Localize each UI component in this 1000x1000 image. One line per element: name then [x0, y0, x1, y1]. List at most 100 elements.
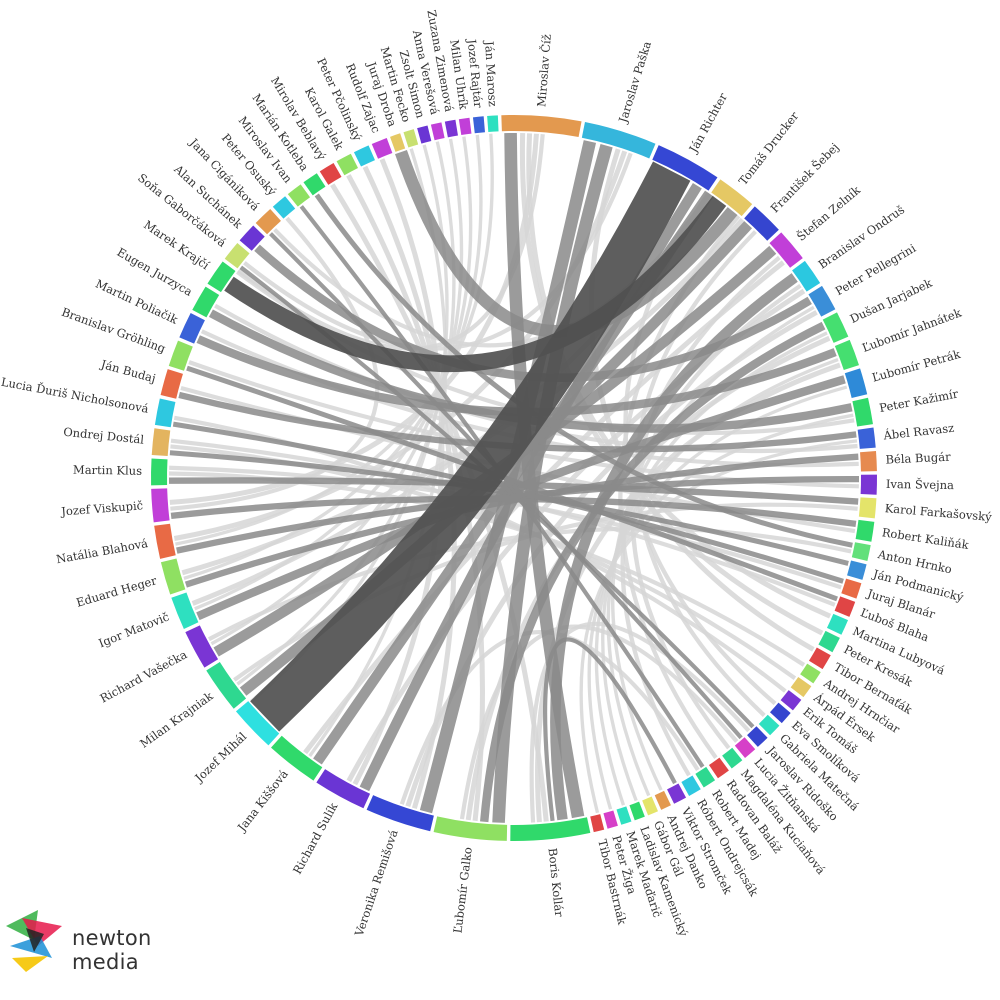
node-arc-gabor-gal[interactable] — [642, 796, 659, 816]
node-arc-jaroslav-ridosko[interactable] — [747, 726, 768, 747]
node-arc-natalia-blahova[interactable] — [154, 523, 176, 559]
node-arc-karol-farkasovsky[interactable] — [858, 497, 877, 519]
node-arc-jozef-rajtar[interactable] — [472, 116, 485, 134]
ribbon-peter-kazimir-peter-ziga[interactable] — [587, 413, 854, 810]
node-arc-peter-kresak[interactable] — [818, 630, 840, 653]
node-arc-martin-klus[interactable] — [151, 458, 168, 486]
node-arc-arpad-ersek[interactable] — [790, 677, 812, 698]
ribbon-viktor-stromcek-boris-kollar[interactable] — [543, 637, 677, 822]
ribbon-anton-hrnko-marian-kotleba[interactable] — [314, 193, 853, 548]
node-arc-martin-fecko[interactable] — [403, 129, 419, 148]
node-arc-stefan-zelnik[interactable] — [769, 232, 803, 268]
node-arc-jozef-mihal[interactable] — [235, 701, 280, 746]
node-arc-erik-tomas[interactable] — [780, 690, 802, 711]
node-arc-lucia-zitnanska[interactable] — [734, 737, 756, 759]
ribbon-lubomir-galko-lucia-zitnanska[interactable] — [459, 624, 739, 820]
node-arc-juraj-droba[interactable] — [390, 133, 406, 152]
node-arc-milan-uhrik[interactable] — [458, 117, 472, 136]
ribbon-veronika-remisova-robert-madej[interactable] — [399, 630, 700, 805]
node-arc-mirolav-beblavy[interactable] — [319, 163, 342, 185]
node-arc-peter-osusky[interactable] — [272, 196, 296, 219]
ribbon-lubos-blaha-branislav-grohling[interactable] — [186, 365, 838, 602]
node-label-boris-kollar: Boris Kollár — [545, 847, 566, 918]
node-arc-marek-krajci[interactable] — [207, 261, 236, 293]
node-arc-tibor-bernatak[interactable] — [808, 647, 831, 670]
node-arc-karol-galek[interactable] — [336, 153, 359, 176]
node-arc-martin-poliacik[interactable] — [179, 313, 205, 344]
node-arc-andrej-hrnciar[interactable] — [800, 663, 821, 684]
node-arc-dusan-jarjabek[interactable] — [822, 312, 849, 343]
node-arc-branislav-ondrus[interactable] — [792, 260, 821, 292]
node-arc-marian-kotleba[interactable] — [303, 173, 326, 196]
ribbon-dusan-jarjabek-lubomir-galko[interactable] — [480, 321, 826, 823]
node-arc-ondrej-dostal[interactable] — [151, 428, 171, 457]
node-arc-marek-madaric[interactable] — [616, 806, 632, 825]
node-arc-lubos-blaha[interactable] — [834, 596, 856, 617]
node-arc-zuzana-zimenova[interactable] — [444, 119, 458, 138]
node-arc-peter-pellegrini[interactable] — [808, 285, 836, 317]
node-arc-magdalena-kucianova[interactable] — [722, 747, 743, 769]
node-arc-anton-hrnko[interactable] — [851, 542, 871, 561]
node-arc-peter-pcolinsky[interactable] — [353, 145, 375, 167]
node-arc-richard-vasecka[interactable] — [185, 625, 219, 668]
node-arc-jozef-viskupic[interactable] — [151, 488, 170, 523]
node-arc-alan-suchanek[interactable] — [239, 225, 265, 251]
node-arc-eva-smolikova[interactable] — [769, 702, 791, 724]
node-arc-ivan-svejna[interactable] — [860, 474, 877, 495]
node-arc-bela-bugar[interactable] — [860, 451, 877, 472]
node-arc-tibor-bastrnak[interactable] — [590, 814, 605, 833]
node-arc-igor-matovic[interactable] — [171, 592, 199, 629]
ribbon-boris-kollar-lubomir-jahnatek[interactable] — [535, 362, 841, 823]
node-arc-miroslav-ivan[interactable] — [287, 184, 311, 207]
node-arc-peter-kazimir[interactable] — [852, 397, 873, 427]
node-arc-veronika-remisova[interactable] — [366, 795, 434, 832]
ribbon-abel-ravasz-tibor-bastrnak[interactable] — [579, 439, 858, 814]
node-arc-eduard-heger[interactable] — [160, 558, 186, 595]
node-arc-richard-sulik[interactable] — [316, 769, 371, 809]
node-arc-robert-kalinak[interactable] — [855, 519, 875, 542]
ribbon-jan-richter-jozef-mihal[interactable] — [250, 161, 691, 732]
node-arc-jan-budaj[interactable] — [160, 369, 183, 399]
node-arc-viktor-stromcek[interactable] — [667, 783, 687, 804]
node-arc-miroslav-ciz[interactable] — [501, 115, 582, 138]
node-arc-peter-ziga[interactable] — [603, 810, 618, 829]
node-arc-frantisek-sebej[interactable] — [744, 206, 779, 241]
ribbon-lubomir-petrak-marek-madaric[interactable] — [594, 385, 848, 806]
ribbon-robert-kalinak-jozef-viskupic[interactable] — [170, 495, 857, 528]
node-arc-lubomir-galko[interactable] — [433, 816, 508, 841]
node-arc-sona-gaborcakova[interactable] — [224, 242, 250, 269]
node-arc-lubomir-petrak[interactable] — [844, 368, 868, 398]
node-arc-radovan-balaz[interactable] — [708, 757, 729, 779]
node-arc-jan-marosz[interactable] — [487, 115, 499, 132]
ribbon-richard-vasecka-zuzana-zimenova[interactable] — [210, 138, 464, 646]
node-arc-zsolt-simon[interactable] — [417, 125, 432, 144]
node-arc-jana-kissova[interactable] — [271, 735, 323, 781]
ribbon-peter-pellegrini-alan-suchanek[interactable] — [254, 244, 812, 382]
node-arc-andrej-danko[interactable] — [654, 790, 671, 810]
node-arc-ladislav-kamenicky[interactable] — [629, 801, 645, 821]
node-arc-boris-kollar[interactable] — [510, 817, 591, 841]
node-arc-milan-krajniak[interactable] — [206, 662, 247, 709]
node-arc-branislav-grohling[interactable] — [168, 340, 193, 371]
node-arc-rudolf-zajac[interactable] — [371, 138, 393, 159]
node-arc-lucia-duris-nicholsonova[interactable] — [154, 398, 176, 428]
node-arc-tomas-drucker[interactable] — [711, 179, 753, 217]
node-arc-anna-veresova[interactable] — [430, 122, 445, 141]
node-arc-robert-ondrejcsak[interactable] — [681, 775, 701, 796]
node-arc-martina-lubyova[interactable] — [826, 613, 849, 635]
node-arc-jana-ciganikova[interactable] — [255, 209, 281, 235]
ribbon-veronika-remisova-peter-pellegrini[interactable] — [405, 310, 818, 808]
node-arc-lubomir-jahnatek[interactable] — [834, 339, 859, 371]
node-arc-juraj-blanar[interactable] — [841, 578, 862, 599]
node-arc-eugen-jurzyca[interactable] — [192, 286, 220, 318]
node-arc-robert-madej[interactable] — [695, 766, 716, 788]
node-arc-jaroslav-paska[interactable] — [581, 122, 656, 159]
node-arc-abel-ravasz[interactable] — [857, 427, 876, 449]
ribbon-jaroslav-paska-sona-gaborcakova[interactable] — [243, 152, 633, 351]
ribbon-milan-krajniak-anna-veresova[interactable] — [236, 141, 456, 686]
ribbon-tomas-drucker-marek-krajci[interactable] — [224, 195, 727, 373]
node-arc-gabriela-matecna[interactable] — [758, 714, 780, 736]
ribbon-robert-madej-miroslav-ivan[interactable] — [299, 205, 705, 768]
node-arc-jan-podmanicky[interactable] — [847, 560, 867, 580]
node-arc-jan-richter[interactable] — [652, 145, 718, 191]
